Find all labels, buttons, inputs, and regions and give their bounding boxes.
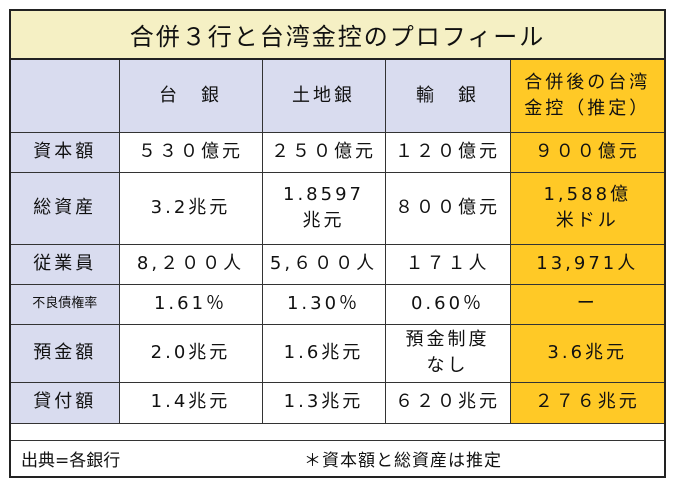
table-cell: 預金制度 なし [384, 323, 511, 383]
table-cell-highlight: ２７６兆元 [509, 381, 664, 424]
header-merged-holding: 合併後の台湾 金控（推定） [509, 60, 664, 133]
row-label-npl-ratio: 不良債権率 [11, 283, 120, 325]
table-cell: 2.0兆元 [118, 323, 263, 383]
table-cell: 1.6兆元 [261, 323, 386, 383]
row-label-deposits: 預金額 [11, 323, 120, 383]
table-cell: 1.61％ [118, 283, 263, 325]
table-cell: 5,６００人 [261, 243, 386, 285]
row-label-loans: 貸付額 [11, 381, 120, 424]
table-cell-highlight: ー [509, 283, 664, 325]
table-cell-highlight: ９００億元 [509, 131, 664, 173]
row-label-employees: 従業員 [11, 243, 120, 285]
table-cell: １２０億元 [384, 131, 511, 173]
table-cell: ５３０億元 [118, 131, 263, 173]
table-cell: 0.60％ [384, 283, 511, 325]
table-row: 資本額 ５３０億元 ２５０億元 １２０億元 ９００億元 [11, 131, 664, 173]
table-cell: ８００億元 [384, 171, 511, 245]
table-cell: 1.8597 兆元 [261, 171, 386, 245]
profile-chart-frame: 合併３行と台湾金控のプロフィール 台 銀 土地銀 輸 銀 合併後の台湾 金控（推… [9, 9, 666, 478]
header-row: 台 銀 土地銀 輸 銀 合併後の台湾 金控（推定） [11, 60, 664, 133]
table-row: 総資産 3.2兆元 1.8597 兆元 ８００億元 1,588億 米ドル [11, 171, 664, 245]
table-cell: ６２０兆元 [384, 381, 511, 424]
table-cell-highlight: 1,588億 米ドル [509, 171, 664, 245]
row-label-capital: 資本額 [11, 131, 120, 173]
table-row: 預金額 2.0兆元 1.6兆元 預金制度 なし 3.6兆元 [11, 323, 664, 383]
source-note: 出典=各銀行 [21, 451, 121, 471]
table-cell: ２５０億元 [261, 131, 386, 173]
header-land-bank: 土地銀 [261, 60, 386, 133]
table-cell: 3.2兆元 [118, 171, 263, 245]
table-row: 従業員 8,２００人 5,６００人 １７１人 13,971人 [11, 243, 664, 285]
table-cell: 1.3兆元 [261, 381, 386, 424]
table-cell: 8,２００人 [118, 243, 263, 285]
header-export-import-bank: 輸 銀 [384, 60, 511, 133]
table-row: 貸付額 1.4兆元 1.3兆元 ６２０兆元 ２７６兆元 [11, 381, 664, 424]
table-cell: 1.30％ [261, 283, 386, 325]
estimate-note: ＊資本額と総資産は推定 [304, 451, 502, 471]
table-footer: 出典=各銀行 ＊資本額と総資産は推定 [11, 440, 664, 476]
table-cell: １７１人 [384, 243, 511, 285]
header-corner-cell [11, 60, 120, 133]
table-cell-highlight: 13,971人 [509, 243, 664, 285]
table-cell-highlight: 3.6兆元 [509, 323, 664, 383]
header-taiwan-bank: 台 銀 [118, 60, 263, 133]
table-row: 不良債権率 1.61％ 1.30％ 0.60％ ー [11, 283, 664, 325]
row-label-total-assets: 総資産 [11, 171, 120, 245]
chart-title: 合併３行と台湾金控のプロフィール [11, 11, 664, 60]
table-cell: 1.4兆元 [118, 381, 263, 424]
profile-table: 台 銀 土地銀 輸 銀 合併後の台湾 金控（推定） 資本額 ５３０億元 ２５０億… [11, 60, 664, 424]
